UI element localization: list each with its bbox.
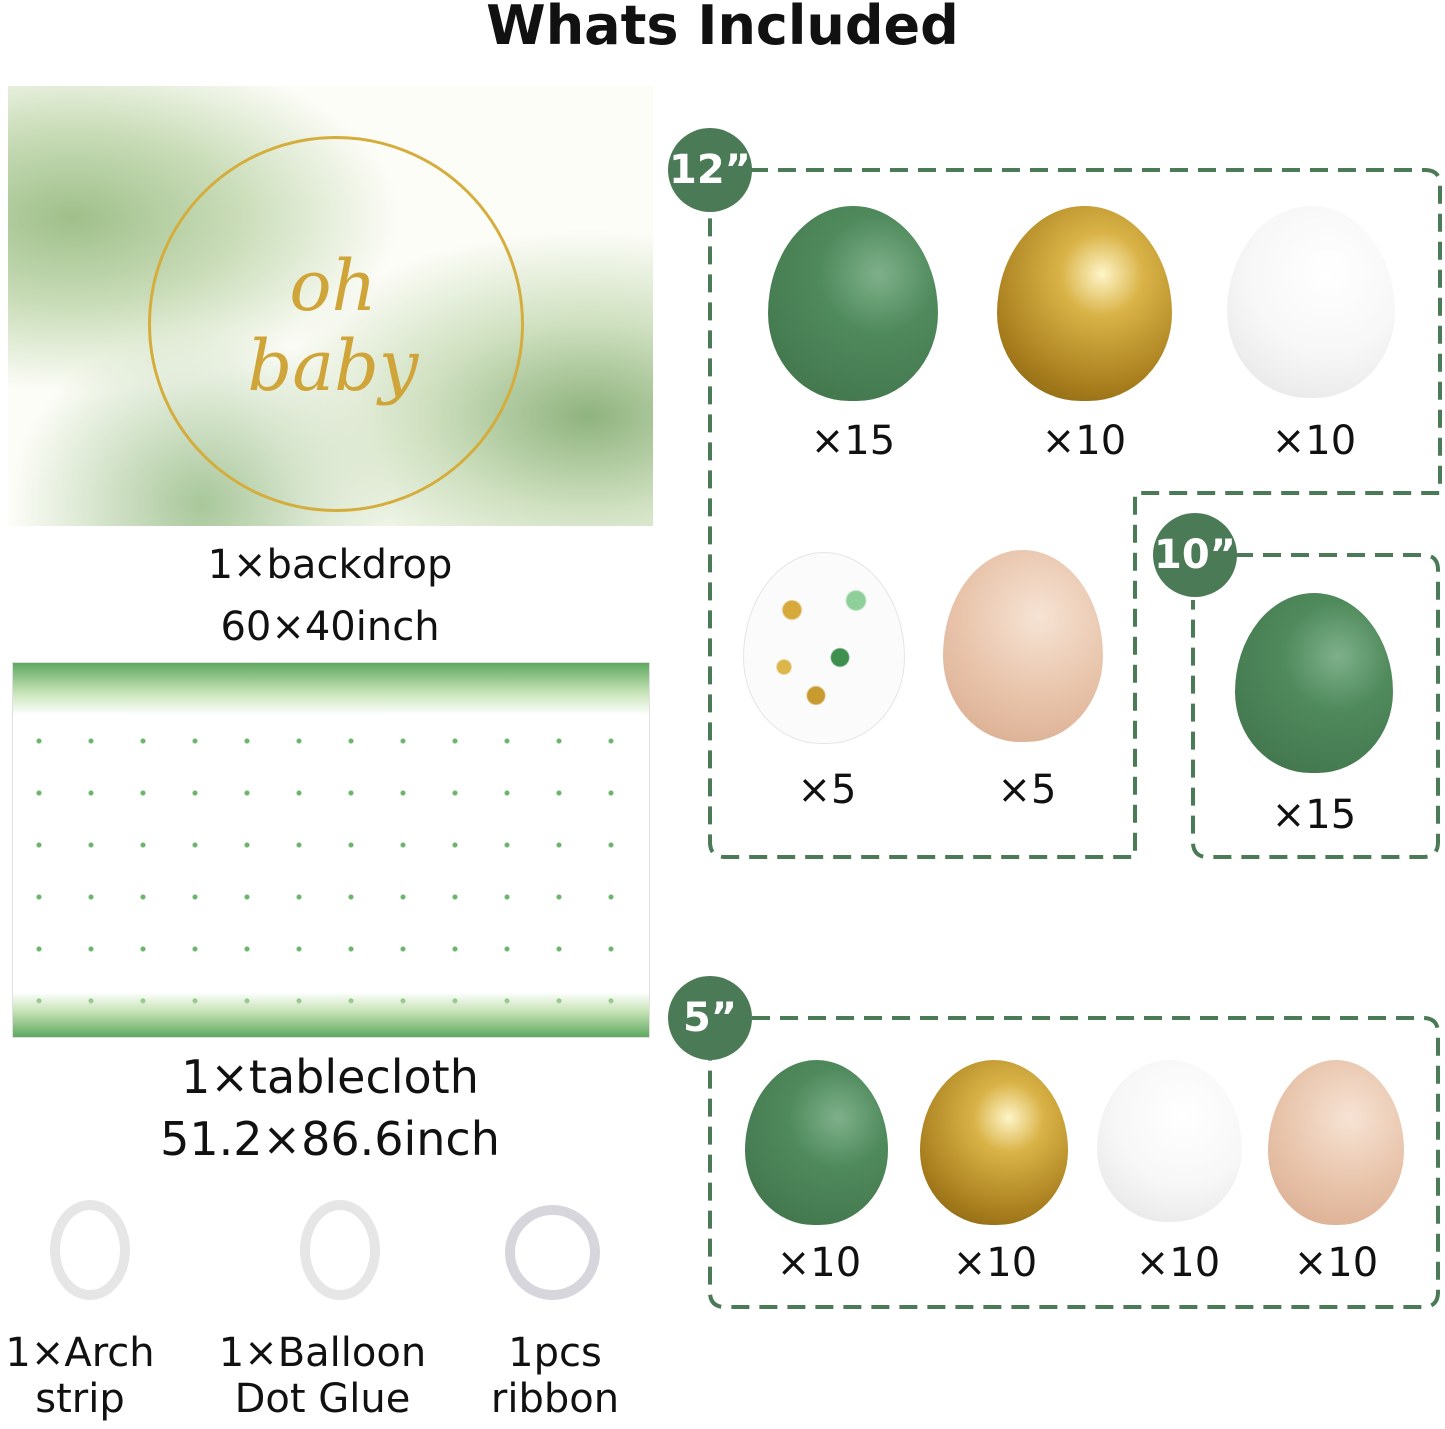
balloon-white-5in <box>1097 1060 1242 1222</box>
balloon-white-12in <box>1227 206 1395 398</box>
backdrop-caption-line1: 1×backdrop <box>207 542 453 588</box>
balloon-green-10in <box>1235 593 1393 773</box>
backdrop-script-text: oh baby <box>247 245 419 407</box>
tablecloth-caption: 1×tablecloth 51.2×86.6inch <box>0 1046 660 1170</box>
qty-label: ×15 <box>1271 792 1357 838</box>
qty-label: ×5 <box>997 767 1057 813</box>
tool-caption-arch: 1×Arch strip <box>0 1330 160 1422</box>
size-badge-10in: 10” <box>1153 513 1237 597</box>
qty-label: ×10 <box>952 1240 1038 1286</box>
balloon-nude-5in <box>1268 1060 1404 1225</box>
qty-label: ×15 <box>810 418 896 464</box>
qty-label: ×10 <box>776 1240 862 1286</box>
tool-caption-ribbon: 1pcs ribbon <box>470 1330 640 1422</box>
outline-5in <box>708 1016 1440 1309</box>
tablecloth-image <box>12 662 650 1038</box>
outline-10in <box>1191 553 1440 859</box>
qty-label: ×10 <box>1271 418 1357 464</box>
tool-label: ribbon <box>490 1376 620 1422</box>
balloon-gold-5in <box>920 1060 1068 1225</box>
balloon-green-5in <box>745 1060 888 1225</box>
outline-12in <box>708 168 1442 859</box>
qty-label: ×5 <box>797 767 857 813</box>
balloon-green-12in <box>768 206 938 401</box>
tablecloth-caption-line2: 51.2×86.6inch <box>160 1112 500 1166</box>
arch-strip-roll <box>50 1200 130 1300</box>
tool-label: 1×Arch <box>5 1330 155 1376</box>
tablecloth-caption-line1: 1×tablecloth <box>181 1050 479 1104</box>
size-badge-12in: 12” <box>668 128 752 212</box>
size-badge-5in: 5” <box>668 976 752 1060</box>
tool-caption-glue: 1×Balloon Dot Glue <box>200 1330 445 1422</box>
dot-glue-roll <box>300 1200 380 1300</box>
backdrop-caption-line2: 60×40inch <box>220 604 440 650</box>
ribbon-roll <box>505 1205 600 1300</box>
qty-label: ×10 <box>1293 1240 1379 1286</box>
tool-label: 1×Balloon <box>218 1330 427 1376</box>
tool-label: 1pcs <box>508 1330 602 1376</box>
backdrop-caption: 1×backdrop 60×40inch <box>0 534 660 658</box>
tool-label: strip <box>35 1376 125 1422</box>
page-title: Whats Included <box>486 0 959 57</box>
balloon-gold-12in <box>997 206 1172 401</box>
qty-label: ×10 <box>1135 1240 1221 1286</box>
balloon-confetti-12in <box>743 552 905 744</box>
gold-ring <box>148 136 524 512</box>
backdrop-image: oh baby <box>8 86 653 526</box>
qty-label: ×10 <box>1041 418 1127 464</box>
tool-label: Dot Glue <box>234 1376 411 1422</box>
balloon-nude-12in <box>943 550 1103 742</box>
